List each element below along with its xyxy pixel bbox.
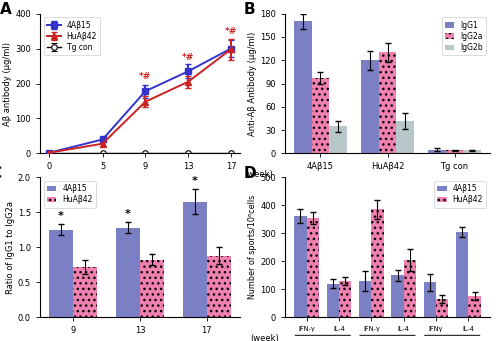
Bar	[140, 260, 164, 317]
Bar	[379, 53, 396, 153]
Bar	[339, 281, 351, 317]
Bar	[362, 60, 379, 153]
Bar	[404, 260, 416, 317]
Bar	[428, 150, 446, 153]
Bar	[468, 296, 480, 317]
Text: *#: *#	[225, 27, 237, 36]
Bar	[464, 150, 480, 153]
Bar	[306, 218, 319, 317]
Text: *: *	[192, 176, 198, 186]
Bar	[446, 150, 464, 153]
Text: *: *	[125, 209, 131, 219]
Y-axis label: Aβ antibody (μg/ml): Aβ antibody (μg/ml)	[4, 42, 13, 125]
Legend: 4Aβ15, HuAβ42: 4Aβ15, HuAβ42	[44, 181, 96, 208]
Bar	[73, 267, 97, 317]
Bar	[392, 275, 404, 317]
Bar	[396, 121, 413, 153]
Legend: IgG1, IgG2a, IgG2b: IgG1, IgG2a, IgG2b	[442, 17, 486, 55]
Bar	[456, 232, 468, 317]
Bar	[294, 21, 312, 153]
Bar	[359, 281, 372, 317]
Text: C: C	[0, 166, 1, 181]
Bar	[326, 284, 339, 317]
Legend: 4Aβ15, HuAβ42: 4Aβ15, HuAβ42	[434, 181, 486, 208]
Bar	[312, 78, 329, 153]
Bar	[329, 126, 346, 153]
Text: B: B	[244, 2, 256, 17]
Bar	[424, 282, 436, 317]
Text: (week): (week)	[250, 334, 279, 341]
Bar	[116, 228, 140, 317]
Text: (week): (week)	[244, 170, 273, 179]
Y-axis label: Number of sports/10⁶cells: Number of sports/10⁶cells	[248, 195, 258, 299]
Bar	[436, 299, 448, 317]
Bar	[372, 209, 384, 317]
Legend: 4Aβ15, HuAβ42, Tg con: 4Aβ15, HuAβ42, Tg con	[44, 17, 100, 55]
Bar	[294, 217, 306, 317]
Text: A: A	[0, 2, 12, 17]
Text: *: *	[58, 211, 64, 221]
Text: D: D	[244, 166, 256, 181]
Bar	[207, 256, 231, 317]
Bar	[49, 230, 73, 317]
Text: *#: *#	[139, 72, 151, 81]
Text: *#: *#	[182, 53, 194, 62]
Y-axis label: Ratio of IgG1 to IgG2a: Ratio of IgG1 to IgG2a	[6, 201, 15, 294]
Bar	[183, 202, 207, 317]
Y-axis label: Anti-Aβ Antibody (μg/ml): Anti-Aβ Antibody (μg/ml)	[248, 31, 258, 136]
